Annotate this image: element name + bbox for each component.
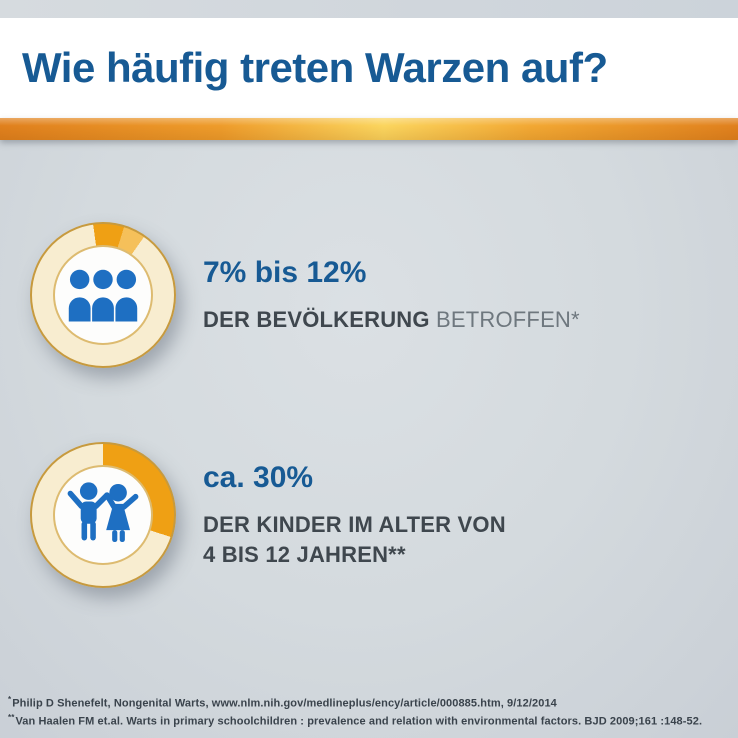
stat-row-children: ca. 30% DER KINDER IM ALTER VON 4 BIS 12… (30, 442, 738, 588)
stat-value-population: 7% bis 12% (203, 255, 367, 289)
page-title: Wie häufig treten Warzen auf? (22, 44, 608, 91)
header: Wie häufig treten Warzen auf? (0, 18, 738, 118)
footnote-text: Van Haalen FM et.al. Warts in primary sc… (15, 715, 703, 728)
donut-center-population (53, 245, 153, 345)
people-group-icon (68, 269, 138, 322)
footnote-source-1: *Philip D Shenefelt, Nongenital Warts, w… (8, 694, 730, 712)
footnote-marker: ** (8, 712, 15, 722)
footnote-marker: * (8, 694, 12, 704)
stat-value-children: ca. 30% (203, 460, 314, 494)
accent-ribbon (0, 118, 738, 140)
stat-row-population: 7% bis 12% DER BEVÖLKERUNG BETROFFEN* (30, 222, 738, 368)
stat-text-population: 7% bis 12% DER BEVÖLKERUNG BETROFFEN* (203, 256, 580, 335)
donut-center-children (53, 465, 153, 565)
footnote-source-2: **Van Haalen FM et.al. Warts in primary … (8, 712, 730, 730)
footnotes: *Philip D Shenefelt, Nongenital Warts, w… (8, 694, 730, 730)
top-strip (0, 0, 738, 18)
donut-chart-children (30, 442, 176, 588)
donut-chart-population (30, 222, 176, 368)
stat-label-children: DER KINDER IM ALTER VON 4 BIS 12 JAHREN*… (203, 510, 506, 569)
content: 7% bis 12% DER BEVÖLKERUNG BETROFFEN* (0, 140, 738, 588)
children-icon (67, 482, 139, 543)
stat-label-secondary: BETROFFEN* (429, 306, 580, 332)
stat-label-primary: DER BEVÖLKERUNG (203, 306, 430, 332)
footnote-text: Philip D Shenefelt, Nongenital Warts, ww… (12, 697, 557, 710)
stat-text-children: ca. 30% DER KINDER IM ALTER VON 4 BIS 12… (203, 461, 506, 569)
stat-label-population: DER BEVÖLKERUNG BETROFFEN* (203, 305, 580, 335)
stat-label-primary: DER KINDER IM ALTER VON 4 BIS 12 JAHREN*… (203, 511, 506, 567)
